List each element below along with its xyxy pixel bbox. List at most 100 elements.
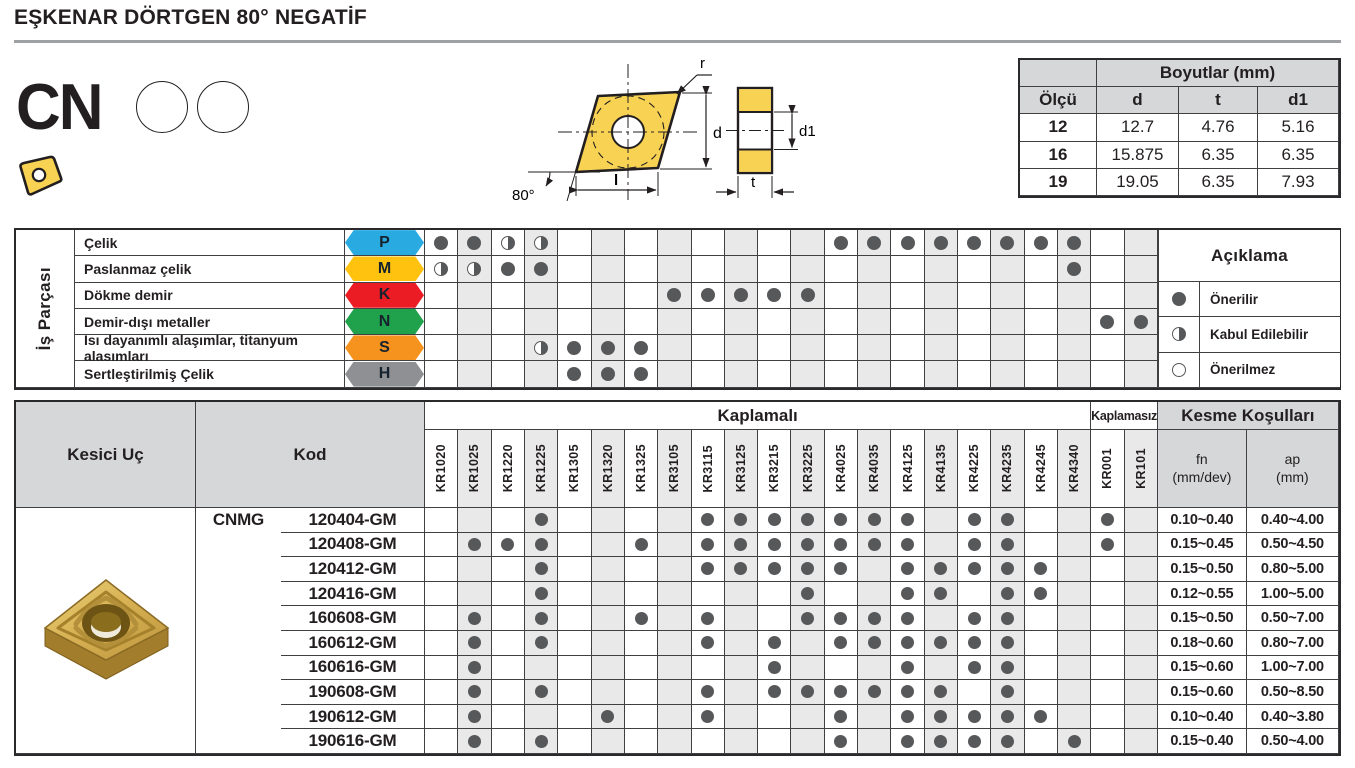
material-mark-S-KR1220 bbox=[491, 335, 525, 362]
ap-value-190616-GM: 0.50~4.00 bbox=[1246, 729, 1339, 754]
mark-full-dot bbox=[1000, 537, 1014, 551]
insert-photo bbox=[43, 579, 169, 680]
shape-circle-2 bbox=[197, 81, 249, 133]
material-label-M: Paslanmaz çelik bbox=[75, 256, 345, 283]
material-mark-M-KR4340 bbox=[1057, 256, 1092, 283]
grade-column-header-KR4245: KR4245 bbox=[1024, 430, 1058, 508]
mark-full-dot bbox=[1000, 235, 1015, 250]
mark-full-dot bbox=[967, 235, 982, 250]
material-mark-K-KR101 bbox=[1124, 282, 1158, 309]
material-mark-N-KR1320 bbox=[591, 308, 625, 336]
mark-full-dot bbox=[534, 261, 549, 276]
mark-full-dot bbox=[534, 587, 548, 601]
grade-mark-160608-GM-KR4225 bbox=[958, 606, 992, 631]
ap-value-160612-GM: 0.80~7.00 bbox=[1246, 630, 1339, 656]
grade-mark-120412-GM-KR4025 bbox=[824, 557, 859, 582]
grade-mark-120416-GM-KR1225 bbox=[524, 581, 559, 607]
grade-mark-120412-GM-KR3115 bbox=[691, 557, 725, 582]
grade-mark-190616-GM-KR1220 bbox=[491, 729, 525, 754]
material-mark-S-KR3105 bbox=[658, 335, 692, 362]
grade-mark-190608-GM-KR4135 bbox=[924, 680, 958, 705]
material-suitability-table: İş Parçası Çelik P Paslanmaz çelik M Dökme de… bbox=[14, 228, 1341, 390]
mark-full-dot bbox=[501, 537, 515, 551]
grade-mark-120404-GM-KR1020 bbox=[425, 508, 459, 533]
material-mark-N-KR4235 bbox=[991, 308, 1025, 336]
legend-icon-full bbox=[1159, 282, 1200, 318]
mark-full-dot bbox=[967, 660, 981, 674]
grade-mark-120408-GM-KR4025 bbox=[824, 532, 859, 558]
material-mark-N-KR4225 bbox=[958, 308, 992, 336]
grade-column-header-KR4340: KR4340 bbox=[1057, 430, 1092, 508]
grade-mark-160612-GM-KR3115 bbox=[691, 630, 725, 656]
grade-column-header-KR4025: KR4025 bbox=[824, 430, 859, 508]
mark-full-dot bbox=[967, 710, 981, 724]
product-code-120416-GM: 120416-GM bbox=[281, 581, 425, 607]
grade-mark-120412-GM-KR3105 bbox=[658, 557, 692, 582]
grade-mark-160616-GM-KR1305 bbox=[558, 655, 592, 681]
grade-mark-190616-GM-KR101 bbox=[1124, 729, 1158, 754]
material-mark-P-KR3225 bbox=[791, 230, 825, 257]
grade-mark-120412-GM-KR1020 bbox=[425, 557, 459, 582]
mark-full-dot bbox=[1067, 734, 1081, 748]
mark-full-dot bbox=[867, 537, 881, 551]
grade-mark-120416-GM-KR3105 bbox=[658, 581, 692, 607]
grade-mark-160616-GM-KR3115 bbox=[691, 655, 725, 681]
material-mark-P-KR4235 bbox=[991, 230, 1025, 257]
grade-mark-190608-GM-KR1325 bbox=[624, 680, 659, 705]
grade-mark-120412-GM-KR1320 bbox=[591, 557, 625, 582]
mark-full-dot bbox=[767, 513, 781, 527]
grade-mark-190608-GM-KR3115 bbox=[691, 680, 725, 705]
material-class-cell-S: S bbox=[345, 335, 425, 362]
material-mark-P-KR101 bbox=[1124, 230, 1158, 257]
grade-mark-120412-GM-KR4225 bbox=[958, 557, 992, 582]
mark-full-dot bbox=[767, 660, 781, 674]
material-mark-P-KR4340 bbox=[1057, 230, 1092, 257]
grade-column-header-KR3125: KR3125 bbox=[724, 430, 759, 508]
grade-column-header-KR1320: KR1320 bbox=[591, 430, 625, 508]
grade-mark-120412-GM-KR1025 bbox=[458, 557, 492, 582]
grade-mark-160612-GM-KR4225 bbox=[958, 630, 992, 656]
grade-mark-190612-GM-KR3125 bbox=[724, 704, 759, 730]
dim-label-r: r bbox=[700, 55, 705, 72]
mark-half-dot bbox=[534, 235, 549, 250]
dim-header-boyutlar: Boyutlar (mm) bbox=[1097, 60, 1339, 88]
fn-value-120408-GM: 0.15~0.45 bbox=[1157, 532, 1247, 558]
material-mark-P-KR1325 bbox=[624, 230, 659, 257]
material-mark-S-KR4135 bbox=[924, 335, 958, 362]
mark-full-dot bbox=[967, 537, 981, 551]
dim-value-r0c3: 5.16 bbox=[1258, 114, 1339, 142]
grade-mark-120404-GM-KR4245 bbox=[1024, 508, 1058, 533]
grade-column-header-KR4125: KR4125 bbox=[891, 430, 925, 508]
dim-value-r0c2: 4.76 bbox=[1179, 114, 1258, 142]
grade-mark-120416-GM-KR4225 bbox=[958, 581, 992, 607]
material-mark-H-KR1025 bbox=[458, 361, 492, 388]
fn-value-160616-GM: 0.15~0.60 bbox=[1157, 655, 1247, 681]
material-mark-M-KR4025 bbox=[824, 256, 859, 283]
dim-value-r1c0: 16 bbox=[1020, 141, 1097, 169]
mark-full-dot bbox=[934, 562, 948, 576]
material-mark-N-KR3215 bbox=[758, 308, 792, 336]
grade-column-header-KR101: KR101 bbox=[1124, 430, 1158, 508]
mark-full-dot bbox=[1172, 292, 1186, 307]
grade-mark-160608-GM-KR1225 bbox=[524, 606, 559, 631]
mark-full-dot bbox=[767, 562, 781, 576]
grade-mark-190608-GM-KR3215 bbox=[758, 680, 792, 705]
grade-mark-120408-GM-KR1220 bbox=[491, 532, 525, 558]
material-mark-M-KR1320 bbox=[591, 256, 625, 283]
grade-mark-120416-GM-KR4340 bbox=[1057, 581, 1092, 607]
grade-label-KR3115: KR3115 bbox=[700, 444, 715, 493]
header-kaplamasiz: Kaplamasız bbox=[1091, 402, 1158, 430]
grade-mark-190612-GM-KR4035 bbox=[858, 704, 892, 730]
grade-mark-160608-GM-KR1020 bbox=[425, 606, 459, 631]
grade-mark-120412-GM-KR4340 bbox=[1057, 557, 1092, 582]
grade-label-KR4135: KR4135 bbox=[933, 444, 948, 493]
mark-full-dot bbox=[901, 562, 915, 576]
material-mark-N-KR4135 bbox=[924, 308, 958, 336]
grade-mark-120404-GM-KR3125 bbox=[724, 508, 759, 533]
fn-value-190612-GM: 0.10~0.40 bbox=[1157, 704, 1247, 730]
mark-full-dot bbox=[701, 611, 715, 625]
material-mark-P-KR1020 bbox=[425, 230, 459, 257]
mark-full-dot bbox=[934, 685, 948, 699]
grade-column-header-KR4135: KR4135 bbox=[924, 430, 958, 508]
grade-mark-120416-GM-KR4235 bbox=[991, 581, 1025, 607]
